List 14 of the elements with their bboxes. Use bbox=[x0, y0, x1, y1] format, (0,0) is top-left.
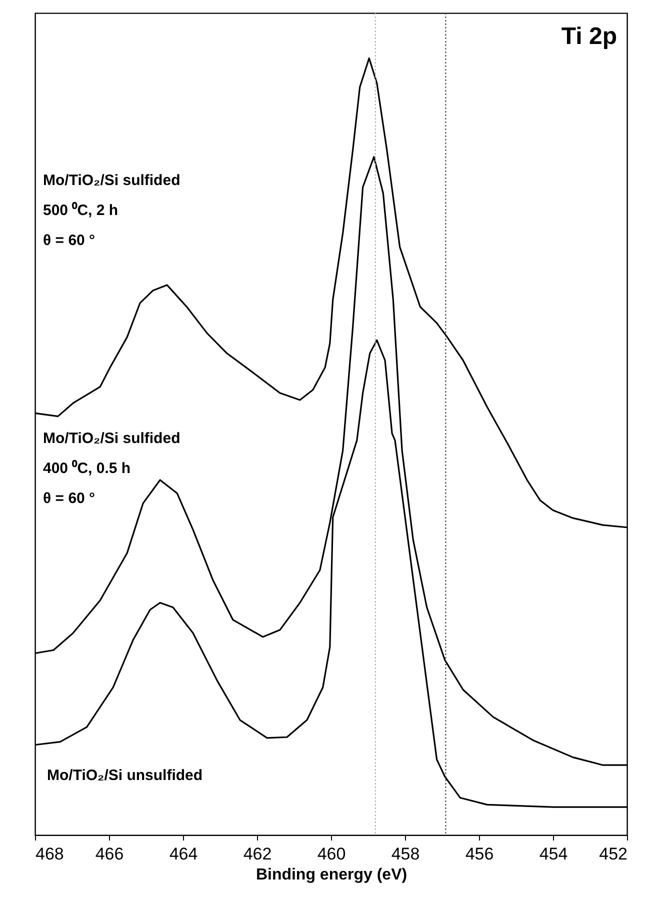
chart-title: Ti 2p bbox=[561, 23, 617, 50]
x-tick-label: 458 bbox=[391, 844, 420, 864]
x-tick-label: 460 bbox=[317, 844, 346, 864]
x-tick-label: 466 bbox=[95, 844, 124, 864]
x-tick-label: 468 bbox=[36, 844, 64, 864]
x-tick-label: 464 bbox=[169, 844, 198, 864]
series-label: Mo/TiO₂/Si unsulfided bbox=[47, 767, 203, 784]
text: Mo/TiO₂/Si sulfided 500 ⁰C, 2 h θ = 60 ° bbox=[43, 172, 180, 249]
x-tick-label: 452 bbox=[599, 844, 628, 864]
x-tick-label: 456 bbox=[465, 844, 494, 864]
x-axis-title: Binding energy (eV) bbox=[256, 866, 408, 884]
series-label: Mo/TiO₂/Si sulfided 400 ⁰C, 0.5 h θ = 60 ° bbox=[43, 430, 180, 507]
x-tick-label: 462 bbox=[243, 844, 272, 864]
x-tick-label: 454 bbox=[539, 844, 568, 864]
